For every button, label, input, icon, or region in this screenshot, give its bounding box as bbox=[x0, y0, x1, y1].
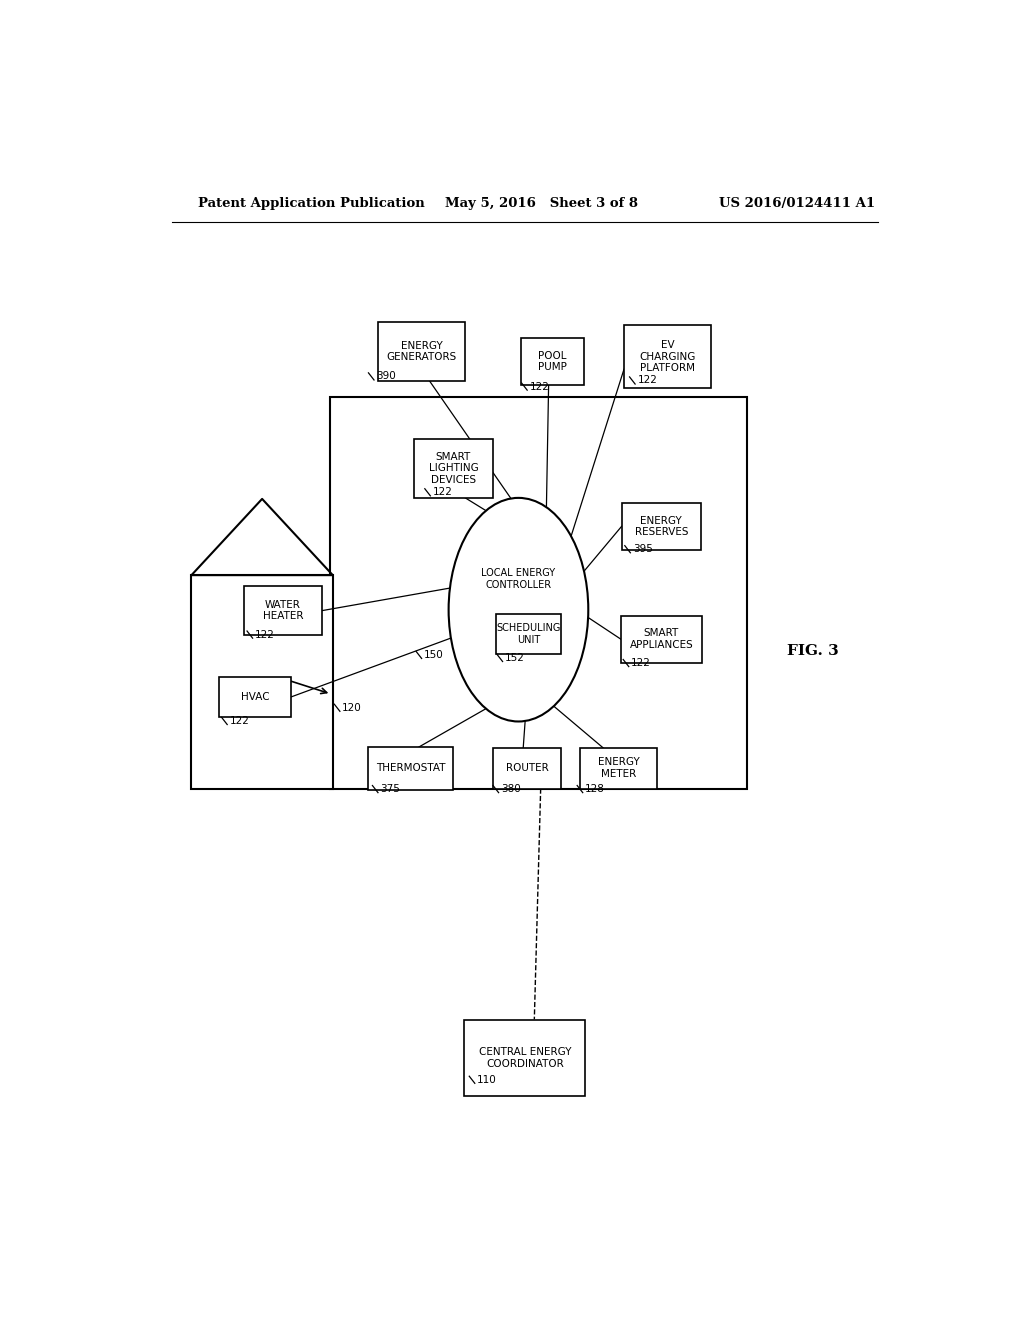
Text: 122: 122 bbox=[229, 715, 250, 726]
Text: May 5, 2016   Sheet 3 of 8: May 5, 2016 Sheet 3 of 8 bbox=[445, 197, 638, 210]
Text: 150: 150 bbox=[424, 649, 443, 660]
Ellipse shape bbox=[449, 498, 588, 722]
Text: US 2016/0124411 A1: US 2016/0124411 A1 bbox=[719, 197, 876, 210]
Text: 390: 390 bbox=[377, 371, 396, 381]
Text: EV
CHARGING
PLATFORM: EV CHARGING PLATFORM bbox=[639, 341, 696, 374]
Text: Patent Application Publication: Patent Application Publication bbox=[198, 197, 425, 210]
Bar bbox=[414, 440, 493, 498]
Bar bbox=[622, 503, 701, 549]
Text: CENTRAL ENERGY
COORDINATOR: CENTRAL ENERGY COORDINATOR bbox=[478, 1047, 571, 1069]
Text: 122: 122 bbox=[638, 375, 657, 385]
Text: ENERGY
RESERVES: ENERGY RESERVES bbox=[635, 516, 688, 537]
Bar bbox=[368, 747, 454, 789]
Text: ROUTER: ROUTER bbox=[506, 763, 549, 774]
Bar bbox=[581, 748, 656, 788]
Bar bbox=[497, 614, 561, 655]
Text: 152: 152 bbox=[505, 653, 525, 663]
Text: 110: 110 bbox=[477, 1074, 497, 1085]
Bar bbox=[521, 338, 585, 385]
Text: 122: 122 bbox=[433, 487, 453, 498]
Text: HVAC: HVAC bbox=[241, 692, 269, 702]
Bar bbox=[494, 748, 561, 788]
Text: ENERGY
GENERATORS: ENERGY GENERATORS bbox=[386, 341, 457, 362]
Bar bbox=[621, 615, 701, 663]
Bar bbox=[378, 322, 465, 381]
Text: 375: 375 bbox=[380, 784, 400, 795]
Text: 122: 122 bbox=[529, 381, 550, 392]
Text: 122: 122 bbox=[255, 630, 274, 640]
Text: FIG. 3: FIG. 3 bbox=[786, 644, 839, 659]
Text: SCHEDULING
UNIT: SCHEDULING UNIT bbox=[497, 623, 561, 645]
Bar bbox=[624, 325, 712, 388]
Text: POOL
PUMP: POOL PUMP bbox=[539, 351, 567, 372]
Text: LOCAL ENERGY
CONTROLLER: LOCAL ENERGY CONTROLLER bbox=[481, 569, 555, 590]
Text: 128: 128 bbox=[585, 784, 605, 795]
Bar bbox=[244, 586, 322, 635]
Text: 120: 120 bbox=[342, 702, 362, 713]
Text: THERMOSTAT: THERMOSTAT bbox=[376, 763, 445, 774]
Bar bbox=[331, 397, 748, 788]
Bar bbox=[465, 1020, 585, 1096]
Text: WATER
HEATER: WATER HEATER bbox=[262, 599, 303, 622]
Bar bbox=[191, 576, 333, 788]
Text: 122: 122 bbox=[631, 659, 651, 668]
Text: ENERGY
METER: ENERGY METER bbox=[598, 758, 639, 779]
Text: SMART
APPLIANCES: SMART APPLIANCES bbox=[630, 628, 693, 649]
Bar bbox=[219, 677, 291, 718]
Text: 380: 380 bbox=[501, 784, 521, 795]
Text: SMART
LIGHTING
DEVICES: SMART LIGHTING DEVICES bbox=[428, 451, 478, 484]
Text: 395: 395 bbox=[633, 544, 652, 554]
